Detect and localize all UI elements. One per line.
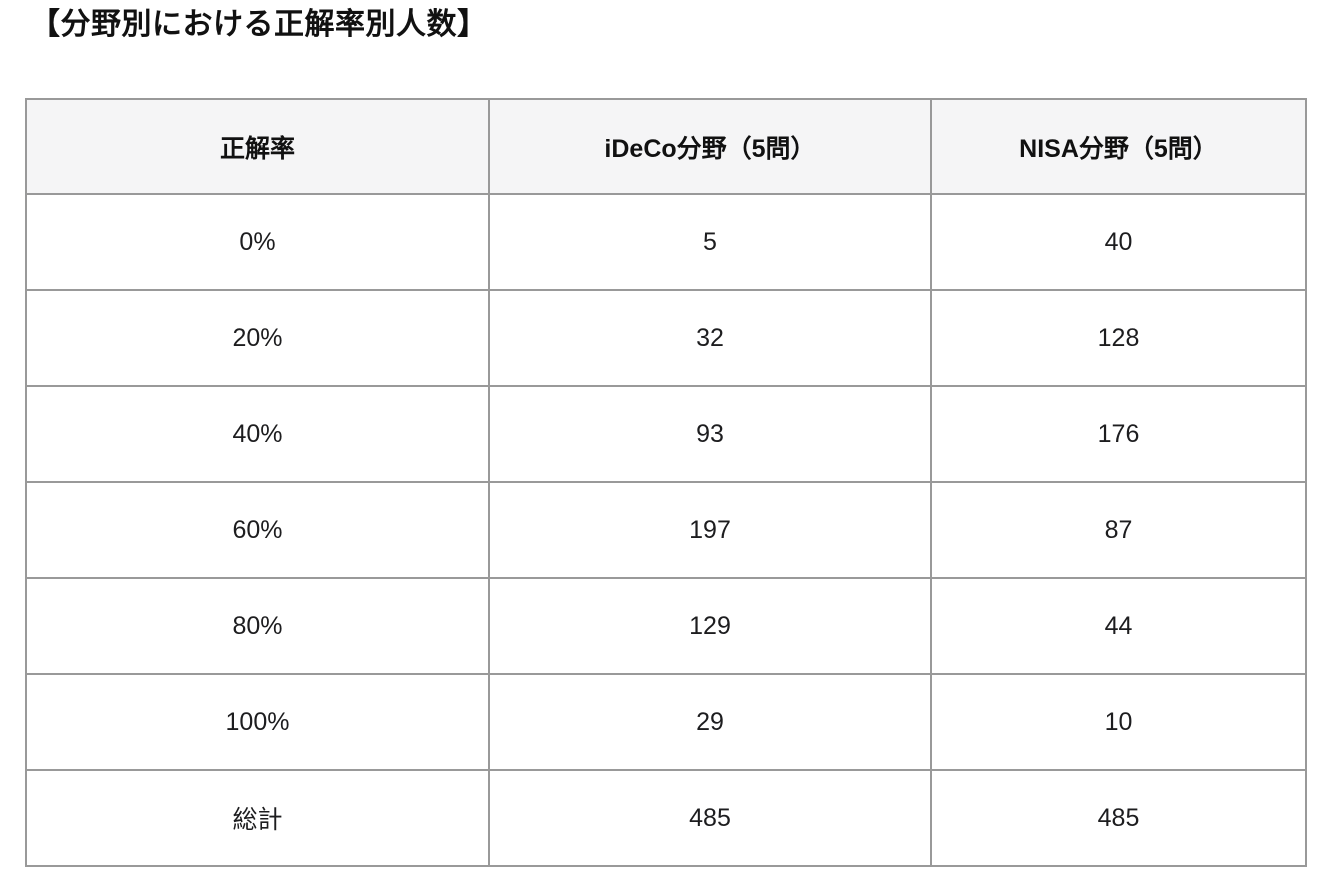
ideco-cell: 197 [488,481,932,579]
col-header-ideco: iDeCo分野（5問） [488,98,932,195]
table-row: 0% 5 40 [25,193,1307,291]
ideco-cell: 29 [488,673,932,771]
nisa-cell: 128 [930,289,1307,387]
ideco-cell: 5 [488,193,932,291]
rate-cell: 20% [25,289,490,387]
ideco-cell: 32 [488,289,932,387]
table-row: 20% 32 128 [25,289,1307,387]
rate-cell: 40% [25,385,490,483]
nisa-cell: 40 [930,193,1307,291]
rate-cell: 60% [25,481,490,579]
col-header-rate: 正解率 [25,98,490,195]
ideco-cell: 129 [488,577,932,675]
table-row: 100% 29 10 [25,673,1307,771]
rate-cell: 0% [25,193,490,291]
score-distribution-table: 正解率 iDeCo分野（5問） NISA分野（5問） 0% 5 40 20% 3… [25,98,1307,867]
ideco-cell: 485 [488,769,932,867]
nisa-cell: 87 [930,481,1307,579]
header-row: 正解率 iDeCo分野（5問） NISA分野（5問） [25,98,1307,195]
col-header-nisa: NISA分野（5問） [930,98,1307,195]
table-row: 40% 93 176 [25,385,1307,483]
table-row-total: 総計 485 485 [25,769,1307,867]
nisa-cell: 44 [930,577,1307,675]
nisa-cell: 10 [930,673,1307,771]
ideco-cell: 93 [488,385,932,483]
rate-cell: 総計 [25,769,490,867]
nisa-cell: 485 [930,769,1307,867]
table-caption: 【分野別における正解率別人数】 [30,8,488,41]
nisa-cell: 176 [930,385,1307,483]
rate-cell: 80% [25,577,490,675]
table-row: 60% 197 87 [25,481,1307,579]
table-row: 80% 129 44 [25,577,1307,675]
rate-cell: 100% [25,673,490,771]
